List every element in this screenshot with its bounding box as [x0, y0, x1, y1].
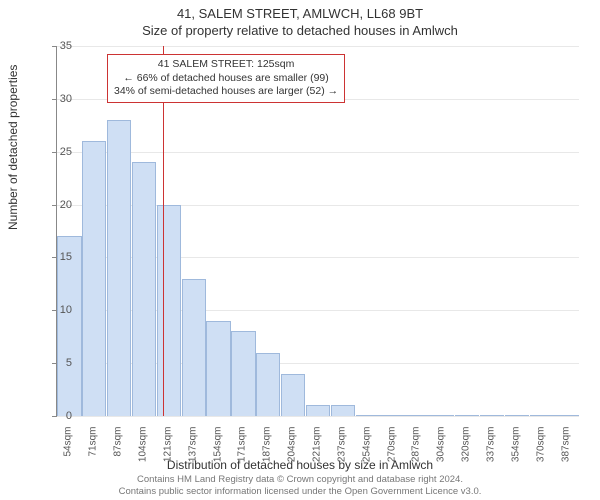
footer-attribution: Contains HM Land Registry data © Crown c… [0, 474, 600, 498]
histogram-bar [554, 415, 578, 416]
ytick-label: 30 [42, 93, 72, 105]
histogram-bar [306, 405, 330, 416]
ytick-label: 0 [42, 410, 72, 422]
annotation-line: 34% of semi-detached houses are larger (… [114, 85, 338, 99]
xtick-label: 187sqm [262, 427, 273, 477]
ytick-mark [52, 310, 56, 311]
xtick-label: 387sqm [560, 427, 571, 477]
histogram-bar [281, 374, 305, 416]
xtick-label: 337sqm [486, 427, 497, 477]
xtick-label: 354sqm [510, 427, 521, 477]
xtick-label: 237sqm [336, 427, 347, 477]
ytick-label: 10 [42, 304, 72, 316]
ytick-mark [52, 257, 56, 258]
histogram-bar [157, 205, 181, 416]
ytick-mark [52, 46, 56, 47]
ytick-mark [52, 152, 56, 153]
xtick-label: 104sqm [138, 427, 149, 477]
xtick-label: 304sqm [436, 427, 447, 477]
annotation-line: ← 66% of detached houses are smaller (99… [114, 72, 338, 86]
xtick-label: 204sqm [287, 427, 298, 477]
histogram-bar [356, 415, 380, 416]
histogram-bar [231, 331, 255, 416]
title-subtitle: Size of property relative to detached ho… [0, 21, 600, 38]
gridline [57, 46, 579, 47]
xtick-label: 137sqm [187, 427, 198, 477]
ytick-label: 15 [42, 251, 72, 263]
histogram-bar [405, 415, 429, 416]
xtick-label: 254sqm [361, 427, 372, 477]
histogram-bar [331, 405, 355, 416]
histogram-bar [107, 120, 131, 416]
xtick-label: 270sqm [386, 427, 397, 477]
histogram-bar [455, 415, 479, 416]
xtick-label: 171sqm [237, 427, 248, 477]
plot-area: 41 SALEM STREET: 125sqm← 66% of detached… [56, 46, 579, 417]
histogram-bar [505, 415, 529, 416]
histogram-bar [530, 415, 554, 416]
histogram-bar [380, 415, 404, 416]
histogram-bar [256, 353, 280, 416]
ytick-mark [52, 99, 56, 100]
xtick-label: 54sqm [63, 427, 74, 477]
ytick-label: 25 [42, 146, 72, 158]
title-address: 41, SALEM STREET, AMLWCH, LL68 9BT [0, 0, 600, 21]
histogram-bar [82, 141, 106, 416]
histogram-bar [480, 415, 504, 416]
histogram-bar [206, 321, 230, 416]
gridline [57, 152, 579, 153]
histogram-bar [182, 279, 206, 416]
annotation-line: 41 SALEM STREET: 125sqm [114, 58, 338, 72]
gridline [57, 416, 579, 417]
xtick-label: 154sqm [212, 427, 223, 477]
xtick-label: 71sqm [88, 427, 99, 477]
ytick-mark [52, 416, 56, 417]
y-axis-label: Number of detached properties [6, 65, 20, 230]
ytick-label: 20 [42, 199, 72, 211]
footer-line-2: Contains public sector information licen… [0, 486, 600, 498]
xtick-label: 221sqm [312, 427, 323, 477]
chart-container: 41, SALEM STREET, AMLWCH, LL68 9BT Size … [0, 0, 600, 500]
histogram-bar [132, 162, 156, 416]
xtick-label: 87sqm [113, 427, 124, 477]
xtick-label: 287sqm [411, 427, 422, 477]
xtick-label: 370sqm [535, 427, 546, 477]
ytick-mark [52, 205, 56, 206]
annotation-box: 41 SALEM STREET: 125sqm← 66% of detached… [107, 54, 345, 103]
xtick-label: 320sqm [461, 427, 472, 477]
ytick-label: 35 [42, 40, 72, 52]
ytick-label: 5 [42, 357, 72, 369]
xtick-label: 121sqm [162, 427, 173, 477]
ytick-mark [52, 363, 56, 364]
histogram-bar [430, 415, 454, 416]
